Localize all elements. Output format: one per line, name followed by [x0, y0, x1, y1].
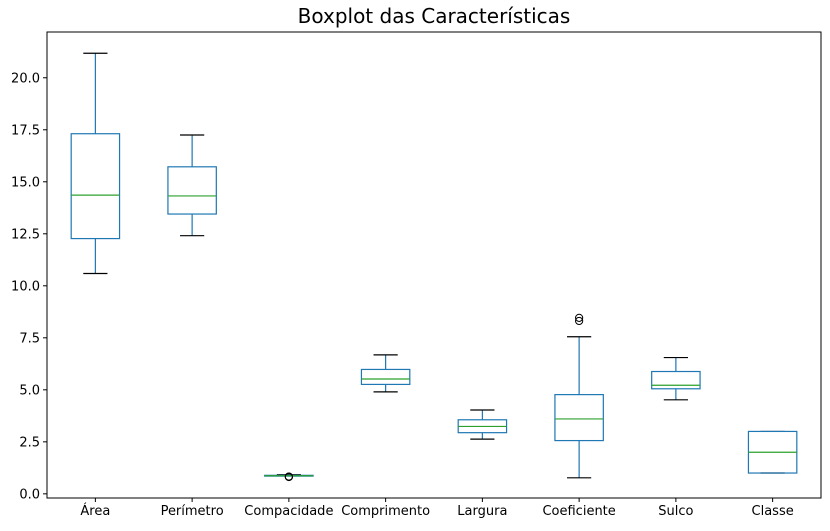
box-iqr	[554, 394, 604, 442]
box-group-perimetro	[167, 134, 217, 237]
outlier-point	[575, 313, 584, 322]
x-tick-label: Classe	[752, 504, 794, 519]
box-group-area	[70, 52, 121, 275]
x-tick-label: Compacidade	[244, 504, 333, 519]
y-tick-label: 17.5	[11, 123, 40, 138]
chart-title: Boxplot das Características	[298, 4, 571, 28]
x-tick-label: Comprimento	[341, 504, 430, 519]
box-iqr	[70, 133, 121, 240]
box-group-sulco	[651, 356, 701, 401]
box-group-compacidade	[264, 472, 314, 482]
x-tick-label: Área	[80, 503, 110, 519]
box-iqr	[167, 166, 217, 215]
box-group-classe	[747, 430, 798, 474]
box-iqr	[651, 370, 701, 390]
outlier-point	[575, 316, 584, 326]
y-tick-label: 15.0	[11, 175, 40, 190]
y-tick-label: 7.5	[19, 331, 40, 346]
y-tick-label: 0.0	[19, 487, 40, 502]
plot-area	[70, 52, 798, 482]
y-tick-label: 2.5	[19, 435, 40, 450]
box-group-comprimento	[360, 354, 411, 393]
x-tick-label: Perímetro	[161, 504, 224, 519]
x-tick-label: Coeficiente	[542, 504, 615, 519]
box-iqr	[360, 368, 411, 386]
outlier-point	[284, 472, 293, 481]
box-group-largura	[457, 409, 508, 440]
x-tick-label: Sulco	[658, 504, 693, 519]
y-tick-label: 10.0	[11, 279, 40, 294]
y-tick-label: 20.0	[11, 71, 40, 86]
x-tick-label: Largura	[457, 504, 507, 519]
axes: 0.0 2.5 5.0 7.5 10.0 12.5 15.0 17.5 20.0 Área Perí…	[11, 31, 822, 519]
box-group-coeficiente	[554, 313, 604, 479]
y-tick-label: 5.0	[19, 383, 40, 398]
y-tick-label: 12.5	[11, 227, 40, 242]
axes-frame	[46, 31, 822, 499]
